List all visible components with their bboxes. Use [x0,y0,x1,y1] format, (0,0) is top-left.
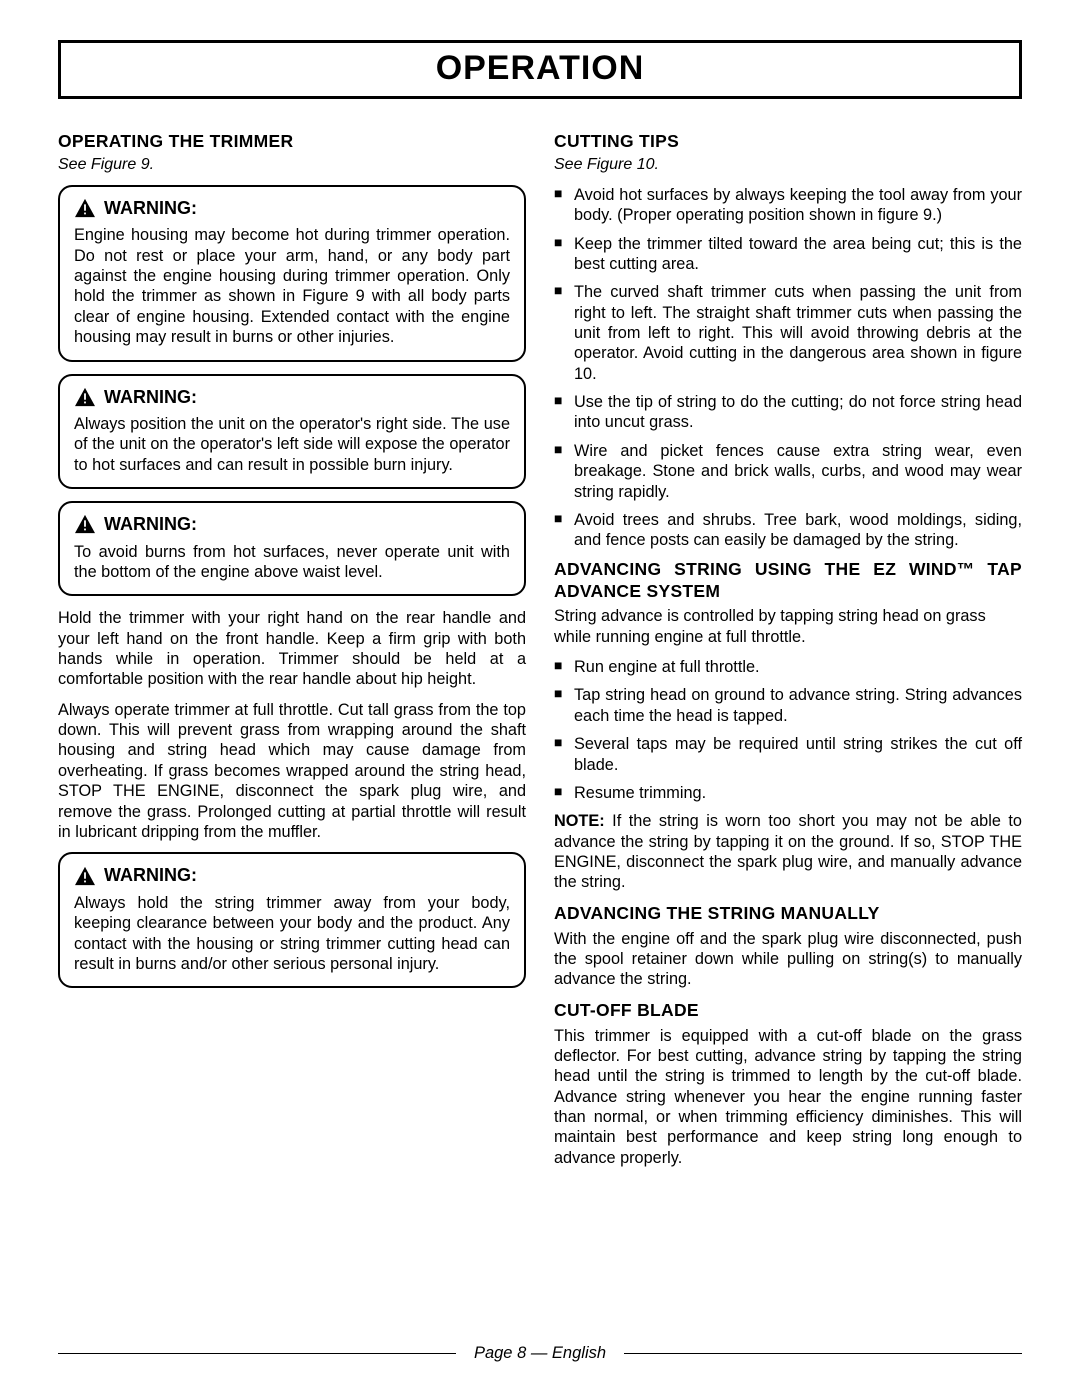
warning-icon [74,866,96,886]
warning-label: WARNING: [104,513,197,536]
see-figure-9: See Figure 9. [58,155,526,175]
warning-icon [74,387,96,407]
heading-manual-advance: ADVANCING THE STRING MANUALLY [554,903,1022,925]
heading-cutting-tips: CUTTING TIPS [554,131,1022,153]
para-string-advance: String advance is controlled by tapping … [554,606,1022,647]
footer-rule-left [58,1353,456,1354]
list-item: Run engine at full throttle. [554,657,1022,677]
heading-cutoff-blade: CUT-OFF BLADE [554,1000,1022,1022]
warning-4-text: Always hold the string trimmer away from… [74,893,510,974]
page-title: OPERATION [61,49,1019,88]
heading-ez-wind: ADVANCING STRING USING THE EZ WIND™ TAP … [554,559,1022,603]
warning-box-3: WARNING: To avoid burns from hot surface… [58,501,526,596]
list-item: Tap string head on ground to advance str… [554,685,1022,726]
warning-3-text: To avoid burns from hot surfaces, never … [74,542,510,583]
see-figure-10: See Figure 10. [554,155,1022,175]
heading-operating-trimmer: OPERATING THE TRIMMER [58,131,526,153]
note-label: NOTE: [554,812,605,830]
para-cutoff-blade: This trimmer is equipped with a cut-off … [554,1026,1022,1169]
left-column: OPERATING THE TRIMMER See Figure 9. WARN… [58,127,526,1178]
advance-steps-list: Run engine at full throttle. Tap string … [554,657,1022,803]
list-item: Avoid hot surfaces by always keeping the… [554,185,1022,226]
warning-2-text: Always position the unit on the operator… [74,414,510,475]
list-item: Wire and picket fences cause extra strin… [554,441,1022,502]
warning-icon [74,514,96,534]
content-columns: OPERATING THE TRIMMER See Figure 9. WARN… [58,127,1022,1178]
cutting-tips-list: Avoid hot surfaces by always keeping the… [554,185,1022,551]
list-item: Keep the trimmer tilted toward the area … [554,234,1022,275]
right-column: CUTTING TIPS See Figure 10. Avoid hot su… [554,127,1022,1178]
footer-text: Page 8 — English [474,1344,606,1363]
note-paragraph: NOTE: If the string is worn too short yo… [554,811,1022,892]
list-item: Resume trimming. [554,783,1022,803]
warning-box-4: WARNING: Always hold the string trimmer … [58,852,526,988]
warning-label: WARNING: [104,864,197,887]
para-hold-trimmer: Hold the trimmer with your right hand on… [58,608,526,689]
warning-label: WARNING: [104,386,197,409]
warning-label: WARNING: [104,197,197,220]
list-item: Use the tip of string to do the cutting;… [554,392,1022,433]
para-full-throttle: Always operate trimmer at full throttle.… [58,700,526,843]
page-footer: Page 8 — English [58,1344,1022,1363]
warning-icon [74,198,96,218]
warning-1-text: Engine housing may become hot during tri… [74,225,510,347]
warning-box-2: WARNING: Always position the unit on the… [58,374,526,490]
note-text: If the string is worn too short you may … [554,812,1022,891]
list-item: Several taps may be required until strin… [554,734,1022,775]
list-item: The curved shaft trimmer cuts when passi… [554,282,1022,384]
list-item: Avoid trees and shrubs. Tree bark, wood … [554,510,1022,551]
page-title-box: OPERATION [58,40,1022,99]
footer-rule-right [624,1353,1022,1354]
warning-box-1: WARNING: Engine housing may become hot d… [58,185,526,362]
para-manual-advance: With the engine off and the spark plug w… [554,929,1022,990]
